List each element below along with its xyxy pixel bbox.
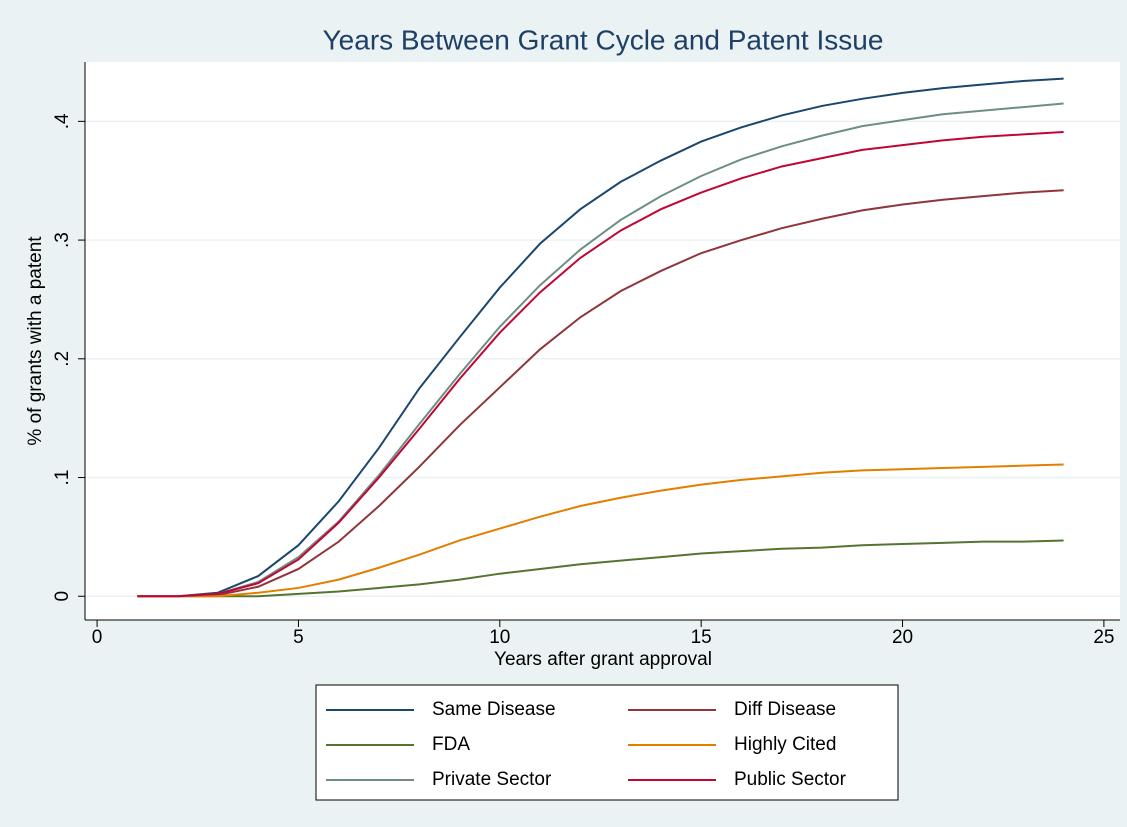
y-tick-label: .1 — [52, 470, 73, 486]
series-line — [137, 189, 1064, 598]
y-tick-label: .4 — [52, 113, 73, 129]
x-tick-label: 0 — [92, 627, 103, 648]
series-line — [137, 131, 1064, 598]
legend-label: Same Disease — [432, 699, 556, 720]
y-axis-label: % of grants with a patent — [25, 236, 46, 446]
legend-label: Private Sector — [432, 769, 552, 790]
y-tick-label: .3 — [52, 232, 73, 248]
legend-label: FDA — [432, 734, 470, 755]
series-line — [137, 463, 1064, 598]
x-axis-label: Years after grant approval — [494, 649, 712, 670]
x-tick-label: 10 — [489, 627, 510, 648]
series-line — [137, 77, 1064, 598]
x-tick-label: 20 — [892, 627, 913, 648]
x-tick-label: 25 — [1093, 627, 1114, 648]
plot-area — [85, 62, 1120, 620]
y-tick-label: 0 — [52, 591, 73, 602]
legend-box — [315, 684, 899, 801]
legend-label: Public Sector — [734, 769, 847, 790]
chart-title: Years Between Grant Cycle and Patent Iss… — [323, 24, 884, 55]
legend-label: Diff Disease — [734, 699, 836, 720]
series-line — [137, 102, 1064, 598]
x-tick-label: 5 — [293, 627, 304, 648]
legend-label: Highly Cited — [734, 734, 836, 755]
x-tick-label: 15 — [691, 627, 712, 648]
y-tick-label: .2 — [52, 351, 73, 367]
series-line — [137, 539, 1064, 598]
